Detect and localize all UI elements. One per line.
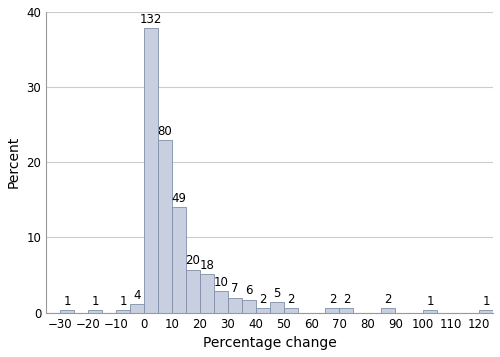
Bar [256,308,270,313]
X-axis label: Percentage change: Percentage change [203,336,336,350]
Text: 1: 1 [482,295,490,308]
Bar [60,311,74,313]
Text: 1: 1 [92,295,99,308]
Bar [284,308,298,313]
Text: 2: 2 [259,293,266,306]
Text: 6: 6 [245,285,252,297]
Bar [382,308,396,313]
Text: 2: 2 [384,293,392,306]
Text: 18: 18 [200,258,214,272]
Text: 132: 132 [140,13,162,26]
Bar [88,311,102,313]
Text: 1: 1 [64,295,71,308]
Text: 20: 20 [186,254,200,267]
Text: 49: 49 [172,192,186,205]
Text: 10: 10 [214,276,228,289]
Bar [242,300,256,313]
Bar [423,311,437,313]
Y-axis label: Percent: Percent [7,136,21,188]
Bar [228,298,241,313]
Bar [340,308,353,313]
Text: 2: 2 [342,293,350,306]
Text: 1: 1 [120,295,127,308]
Text: 80: 80 [158,125,172,138]
Bar [116,311,130,313]
Bar [144,28,158,313]
Bar [172,207,186,313]
Bar [158,140,172,313]
Text: 2: 2 [328,293,336,306]
Text: 2: 2 [287,293,294,306]
Bar [326,308,340,313]
Text: 1: 1 [426,295,434,308]
Bar [200,274,214,313]
Bar [130,304,144,313]
Bar [186,270,200,313]
Bar [479,311,493,313]
Bar [214,291,228,313]
Text: 4: 4 [133,289,140,302]
Text: 7: 7 [231,282,238,295]
Bar [270,302,283,313]
Text: 5: 5 [273,287,280,300]
